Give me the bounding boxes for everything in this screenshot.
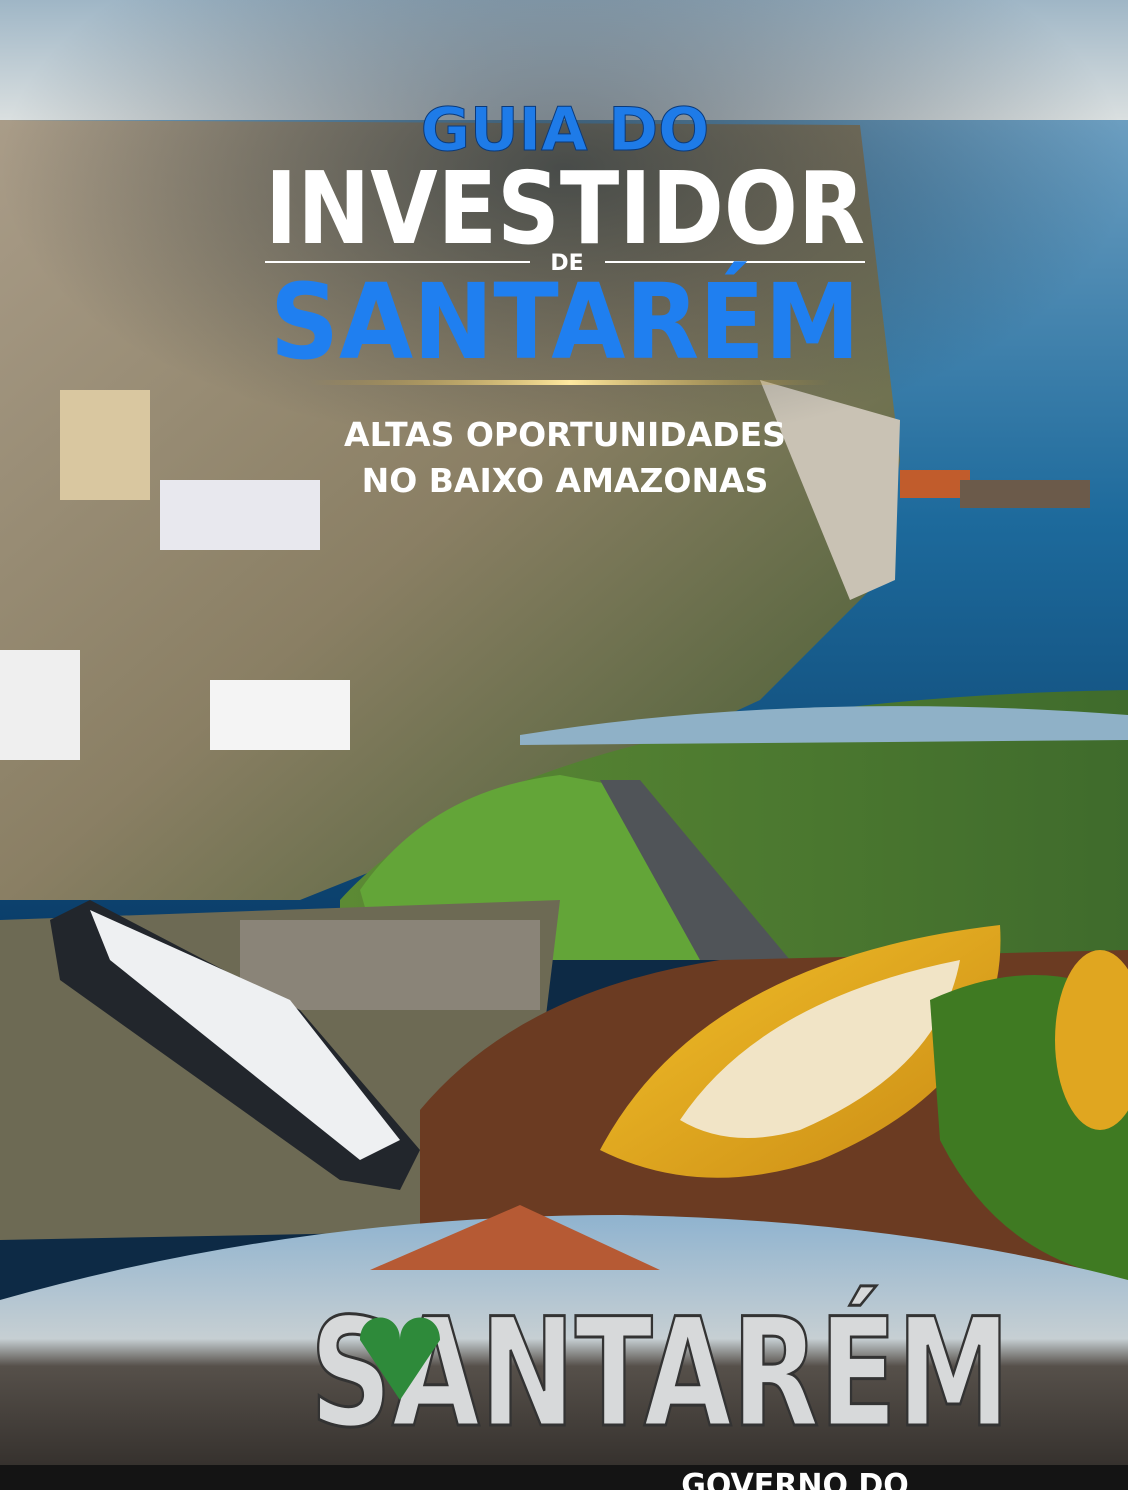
- horizon: [520, 706, 1128, 745]
- sign-text: SANTARÉM: [310, 1286, 1010, 1461]
- subtitle-line1: ALTAS OPORTUNIDADES: [344, 415, 786, 454]
- title-connector: DE: [550, 251, 583, 276]
- cacao-pod: [1055, 950, 1128, 1130]
- promenade: [0, 1215, 1128, 1490]
- title-shade: [0, 0, 1128, 560]
- road: [600, 780, 790, 960]
- sign-heart: [360, 1317, 440, 1400]
- port-yard: [240, 920, 540, 1010]
- footer-text: GOVERNO DO: [681, 1468, 909, 1490]
- building: [210, 680, 350, 750]
- subtitle-line2: NO BAIXO AMAZONAS: [362, 461, 769, 500]
- ship-deck: [90, 910, 400, 1160]
- pavilion-roof: [370, 1205, 660, 1270]
- building: [0, 650, 80, 760]
- title-line1: GUIA DO: [421, 95, 709, 165]
- title-line2: INVESTIDOR: [265, 150, 865, 267]
- title-line3: SANTARÉM: [270, 261, 860, 383]
- cacao-seeds: [680, 960, 960, 1138]
- gold-rule: [310, 380, 830, 385]
- footer-bar: [0, 1465, 1128, 1490]
